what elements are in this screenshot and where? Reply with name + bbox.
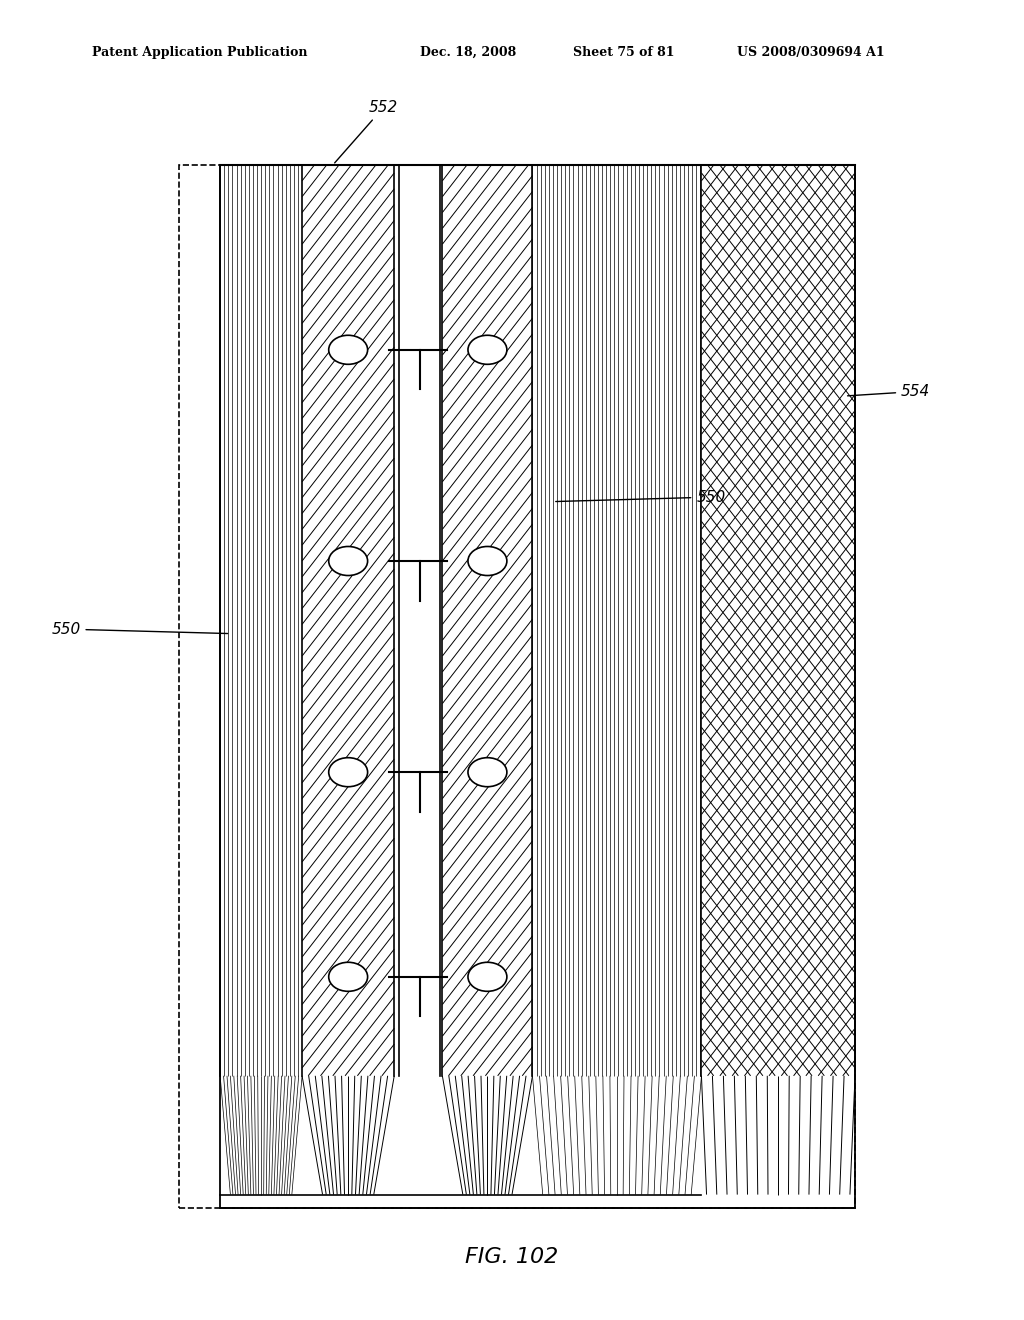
Ellipse shape [329, 962, 368, 991]
Text: 550: 550 [51, 622, 227, 636]
Text: US 2008/0309694 A1: US 2008/0309694 A1 [737, 46, 885, 59]
Bar [399, 165, 440, 1076]
Bar [179, 165, 855, 1208]
Ellipse shape [468, 962, 507, 991]
Ellipse shape [329, 546, 368, 576]
Text: 552: 552 [335, 100, 398, 162]
Text: Sheet 75 of 81: Sheet 75 of 81 [573, 46, 675, 59]
Bar [399, 165, 440, 1076]
Ellipse shape [468, 758, 507, 787]
Ellipse shape [329, 335, 368, 364]
Ellipse shape [468, 546, 507, 576]
Ellipse shape [329, 758, 368, 787]
Text: FIG. 102: FIG. 102 [465, 1247, 559, 1267]
Bar [220, 165, 855, 1208]
Text: Dec. 18, 2008: Dec. 18, 2008 [420, 46, 516, 59]
Text: Patent Application Publication: Patent Application Publication [92, 46, 307, 59]
Ellipse shape [468, 335, 507, 364]
Text: 554: 554 [848, 384, 931, 399]
Text: 550: 550 [556, 490, 726, 504]
